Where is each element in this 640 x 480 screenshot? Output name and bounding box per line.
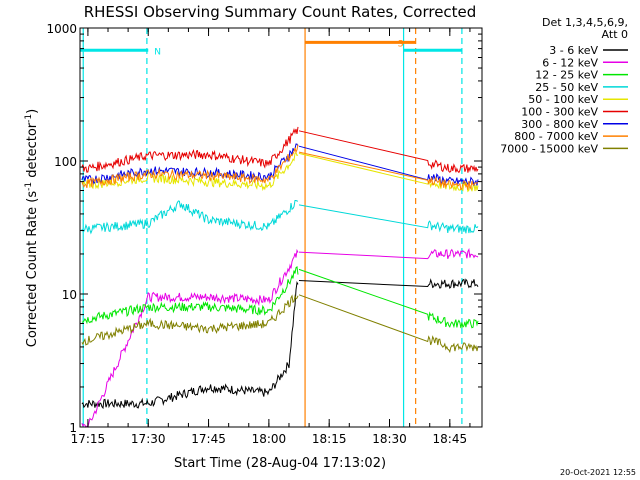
series-line [81,126,299,173]
y-axis-label-end: ) [25,109,40,114]
x-tick-label: 17:15 [71,432,106,446]
y-tick-label: 1 [69,421,77,435]
y-tick-label: 1000 [46,22,77,36]
x-tick-label: 18:00 [252,432,287,446]
legend-label: 50 - 100 keV [528,93,598,106]
series-line [298,248,479,260]
series-line [298,145,479,186]
series-line [81,151,299,192]
legend-label: 3 - 6 keV [549,44,598,57]
x-tick-label: 17:45 [191,432,226,446]
y-axis-label: Corrected Count Rate (s-1 detector-1) [24,109,40,347]
footer-timestamp: 20-Oct-2021 12:55 [560,468,636,477]
flag-label: S [398,39,404,49]
legend-label: 6 - 12 keV [542,56,598,69]
series-line [298,268,479,329]
y-axis-label-middle: detector [25,122,40,182]
series-line [298,204,479,234]
legend-label: 25 - 50 keV [535,81,598,94]
y-tick-label: 10 [62,288,77,302]
plot-frame [79,27,483,428]
legend-header: Det 1,3,4,5,6,9, [542,16,628,29]
series-line [81,265,299,325]
series-line [81,200,299,235]
x-tick-label: 18:30 [372,432,407,446]
series-line [298,130,479,174]
y-tick-label: 100 [54,155,77,169]
series-line [298,278,479,289]
plot-area: NS [80,28,479,428]
series-line [81,144,299,189]
legend-header: Att 0 [602,28,628,41]
chart-title: RHESSI Observing Summary Count Rates, Co… [84,3,477,21]
series-line [81,294,299,346]
legend-label: 300 - 800 keV [521,118,598,131]
legend-label: 800 - 7000 keV [514,130,598,143]
series-line [298,151,478,191]
y-axis-label-sup-1: -1 [24,182,34,191]
axes: 17:15 17:30 17:45 18:00 18:15 18:30 18:45 1 10 10… [46,22,482,446]
legend-label: 7000 - 15000 keV [500,142,598,155]
x-tick-label: 18:45 [433,432,468,446]
legend-label: 12 - 25 keV [535,69,598,82]
legend-label: 100 - 300 keV [521,106,598,119]
series-line [81,248,299,428]
series-line [81,281,299,410]
x-axis-label: Start Time (28-Aug-04 17:13:02) [174,456,386,471]
x-tick-label: 17:30 [131,432,166,446]
y-axis-label-text: Corrected Count Rate (s [25,191,40,348]
series-line [298,294,479,354]
y-axis-label-sup-2: -1 [24,114,34,123]
x-tick-label: 18:15 [312,432,347,446]
flag-label: N [154,47,161,57]
